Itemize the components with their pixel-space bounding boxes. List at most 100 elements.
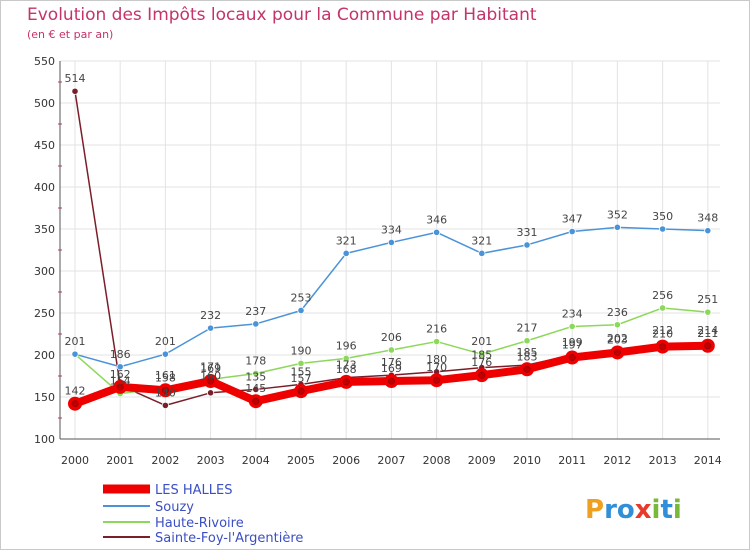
y-tick-label: 150 (34, 391, 55, 404)
data-point-souzy (432, 228, 441, 236)
data-label: 217 (517, 322, 538, 335)
data-point-core (478, 371, 486, 379)
legend-label-haute-rivoire: Haute-Rivoire (155, 516, 244, 531)
data-point-souzy (297, 306, 305, 315)
data-label: 201 (471, 335, 492, 348)
x-tick-label: 2007 (377, 454, 405, 467)
legend-label-les-halles: LES HALLES (155, 483, 232, 498)
data-label: 514 (65, 72, 86, 85)
data-point-souzy (116, 363, 124, 371)
data-label: 162 (110, 368, 131, 381)
data-point-souzy (387, 238, 395, 247)
data-label: 185 (517, 346, 538, 359)
data-point-haute-rivoire (478, 350, 486, 358)
data-point-core (659, 343, 667, 351)
data-label: 321 (471, 234, 492, 247)
data-label: 178 (245, 354, 266, 367)
data-label: 348 (697, 212, 718, 225)
data-label: 157 (291, 372, 312, 385)
data-label: 253 (291, 291, 312, 304)
data-point-haute-rivoire (658, 304, 667, 312)
y-tick-label: 200 (34, 349, 55, 362)
data-label: 199 (562, 336, 583, 349)
data-point-core (704, 342, 712, 350)
legend-label-souzy: Souzy (155, 500, 194, 515)
data-point-sainte-foy-l-argenti-re (207, 389, 215, 397)
data-label: 201 (155, 335, 176, 348)
data-label: 135 (245, 370, 266, 383)
data-label: 142 (65, 385, 86, 398)
data-point-sainte-foy-l-argenti-re (71, 87, 79, 95)
data-point-core (161, 386, 169, 394)
y-tick-label: 550 (34, 55, 55, 68)
x-tick-label: 2005 (287, 454, 315, 467)
data-label: 236 (607, 306, 628, 319)
data-point-haute-rivoire (704, 308, 712, 316)
data-label: 158 (155, 371, 176, 384)
data-point-core (116, 383, 124, 391)
data-point-souzy (568, 227, 576, 236)
data-point-souzy (161, 350, 169, 358)
data-label: 140 (155, 386, 176, 399)
y-tick-label: 400 (34, 181, 55, 194)
data-label: 171 (200, 360, 221, 373)
data-label: 155 (291, 365, 312, 378)
x-tick-label: 2011 (558, 454, 586, 467)
x-tick-label: 2006 (332, 454, 360, 467)
data-label: 331 (517, 226, 538, 239)
data-label: 145 (245, 382, 266, 395)
data-point-souzy (658, 225, 667, 233)
brand-letter: o (617, 495, 635, 525)
brand-letter: i (673, 495, 682, 525)
data-point-sainte-foy-l-argenti-re (161, 401, 169, 409)
data-label: 334 (381, 223, 402, 236)
data-label: 168 (336, 363, 357, 376)
data-point-haute-rivoire (613, 321, 622, 329)
axes: 100 150 200 250 300 350 400 450 500 550 2000 2001 20… (34, 55, 722, 467)
y-tick-label: 500 (34, 97, 55, 110)
brand-letter: r (604, 495, 617, 525)
data-point-core (342, 378, 350, 386)
x-tick-label: 2003 (197, 454, 225, 467)
data-label: 197 (562, 339, 583, 352)
x-tick-label: 2010 (513, 454, 541, 467)
data-point-core (297, 387, 305, 395)
y-tick-label: 300 (34, 265, 55, 278)
data-label: 173 (336, 359, 357, 372)
data-point-souzy (704, 227, 712, 235)
x-tick-label: 2000 (61, 454, 89, 467)
legend-label-sainte-foy-l-argenti-re: Sainte-Foy-l'Argentière (155, 531, 303, 546)
x-tick-label: 2012 (603, 454, 631, 467)
data-point-souzy (207, 324, 215, 332)
data-label: 210 (652, 328, 673, 341)
data-label: 203 (607, 333, 628, 346)
data-label: 176 (471, 356, 492, 369)
brand-letter: t (660, 495, 672, 525)
data-label: 196 (336, 339, 357, 352)
data-label: 237 (245, 305, 266, 318)
data-label: 169 (381, 362, 402, 375)
data-point-haute-rivoire (568, 322, 576, 331)
data-label: 186 (110, 348, 131, 361)
data-label: 350 (652, 210, 673, 223)
data-label: 169 (200, 362, 221, 375)
series-layer (68, 87, 715, 411)
data-point-souzy (478, 249, 486, 257)
legend: LES HALLES SouzyHaute-RivoireSainte-Foy-l… (103, 483, 303, 546)
data-point-haute-rivoire (432, 337, 441, 346)
data-point-haute-rivoire (523, 337, 531, 345)
data-point-souzy (252, 320, 260, 328)
data-point-core (433, 376, 441, 384)
y-tick-label: 450 (34, 139, 55, 152)
data-label: 232 (200, 309, 221, 322)
data-point-core (71, 400, 79, 408)
data-point-souzy (523, 241, 531, 249)
data-label: 346 (426, 213, 447, 226)
data-point-haute-rivoire (342, 354, 350, 362)
data-point-haute-rivoire (252, 369, 260, 378)
x-tick-label: 2001 (106, 454, 134, 467)
data-label: 256 (652, 289, 673, 302)
data-point-core (387, 377, 395, 385)
data-label: 251 (697, 293, 718, 306)
data-label: 160 (200, 370, 221, 383)
